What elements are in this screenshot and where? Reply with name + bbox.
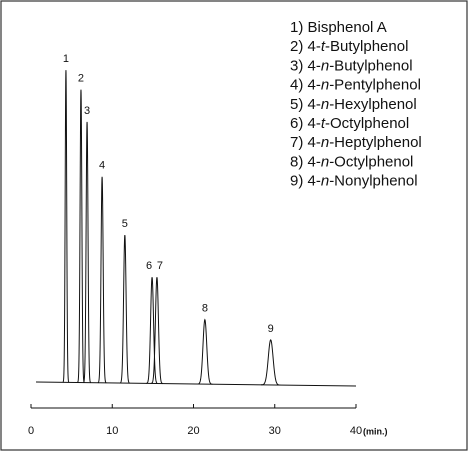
x-tick-label: 30 <box>269 425 281 437</box>
peak-label: 8 <box>202 303 208 315</box>
x-tick-label: 10 <box>106 425 118 437</box>
legend-entry: 9) 4-n-Nonylphenol <box>290 173 418 190</box>
legend-entry: 2) 4-t-Butylphenol <box>290 38 408 55</box>
peak-label: 4 <box>99 160 105 172</box>
x-tick-label: 20 <box>187 425 199 437</box>
x-tick-label: 40 <box>350 425 362 437</box>
peak <box>197 318 213 385</box>
peak-label: 1 <box>63 53 69 65</box>
x-tick-label: 0 <box>28 425 34 437</box>
peak <box>146 277 158 385</box>
legend-entry: 3) 4-n-Butylphenol <box>290 57 413 74</box>
peak <box>83 121 92 384</box>
peak-label: 3 <box>84 105 90 117</box>
peak <box>97 176 107 384</box>
legend-entry: 1) Bisphenol A <box>290 19 387 36</box>
peak <box>150 277 163 385</box>
x-axis-label: (min.) <box>363 426 388 436</box>
peak-label: 5 <box>122 218 128 230</box>
legend-entry: 7) 4-n-Heptylphenol <box>290 134 422 151</box>
peak <box>261 339 281 386</box>
baseline <box>35 381 357 387</box>
legend-entry: 6) 4-t-Octylphenol <box>290 115 409 132</box>
peak-label: 6 <box>146 260 152 272</box>
legend-entry: 8) 4-n-Octylphenol <box>290 153 413 170</box>
peak-label: 7 <box>157 260 163 272</box>
peak-label: 2 <box>78 73 84 85</box>
peak <box>119 234 130 384</box>
legend-entry: 4) 4-n-Pentylphenol <box>290 77 421 94</box>
peak-label: 9 <box>268 323 274 335</box>
peak <box>77 89 85 383</box>
peak <box>62 70 70 383</box>
legend-entry: 5) 4-n-Hexylphenol <box>290 96 417 113</box>
